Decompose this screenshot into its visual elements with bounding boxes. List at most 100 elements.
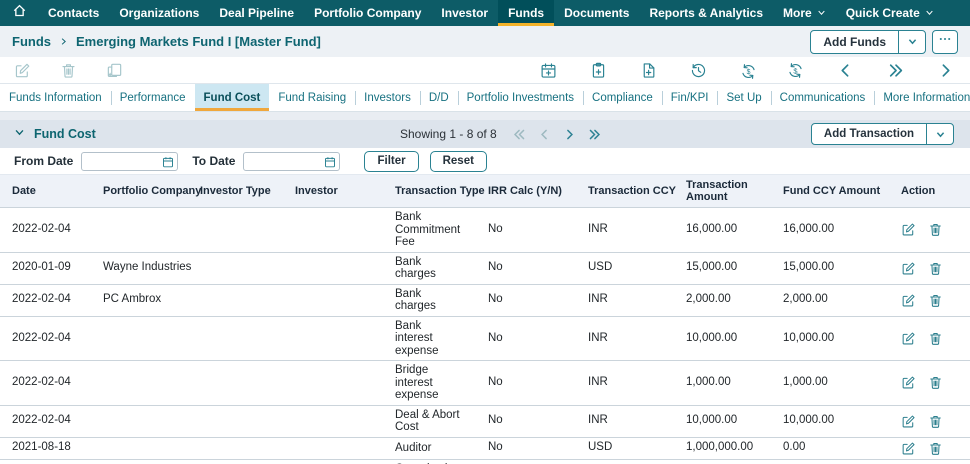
nav-item-organizations[interactable]: Organizations xyxy=(119,6,200,20)
double-chevron-right-icon[interactable] xyxy=(887,62,904,79)
nav-item-deal-pipeline[interactable]: Deal Pipeline xyxy=(219,6,295,20)
delete-row-icon[interactable] xyxy=(928,331,943,346)
cell-investor xyxy=(295,251,395,284)
column-header-action: Action xyxy=(901,174,970,208)
tab-fund-raising[interactable]: Fund Raising xyxy=(278,91,347,104)
fund-cost-section-header: Fund Cost Showing 1 - 8 of 8 Add Transac… xyxy=(0,120,970,148)
to-date-input[interactable] xyxy=(243,151,341,171)
nav-item-documents[interactable]: Documents xyxy=(564,6,630,20)
tab-portfolio-investments[interactable]: Portfolio Investments xyxy=(457,84,583,111)
tab-performance[interactable]: Performance xyxy=(110,84,195,111)
delete-row-icon[interactable] xyxy=(928,441,943,456)
history-icon[interactable] xyxy=(690,62,707,79)
edit-row-icon[interactable] xyxy=(901,261,916,276)
cell-transaction-ccy: USD xyxy=(588,251,686,284)
calendar-add-icon[interactable] xyxy=(540,62,557,79)
column-header-fund-ccy-amount: Fund CCY Amount xyxy=(783,174,901,208)
cell-transaction-amount: 16,000.00 xyxy=(686,207,783,252)
showing-count: Showing 1 - 8 of 8 xyxy=(400,127,497,141)
home-button[interactable] xyxy=(0,0,38,26)
chevron-down-icon[interactable] xyxy=(926,124,953,144)
tab-compliance[interactable]: Compliance xyxy=(583,84,662,111)
filter-button[interactable]: Filter xyxy=(364,150,419,172)
collapse-section-toggle[interactable]: Fund Cost xyxy=(14,125,96,143)
cell-transaction-type: Bank Commitment Fee xyxy=(395,207,488,252)
cell-transaction-type: Bank charges xyxy=(395,283,488,316)
table-header-row: Date Portfolio Company Investor Type Invest… xyxy=(0,174,970,208)
table-row: 2021-08-18 Auditor No USD 1,000,000.00 0… xyxy=(0,436,970,459)
edit-row-icon[interactable] xyxy=(901,414,916,429)
column-header-transaction-amount: Transaction Amount xyxy=(686,174,783,208)
edit-row-icon[interactable] xyxy=(901,331,916,346)
toolbar-right-icons: $ $ xyxy=(540,62,954,79)
sync-icon[interactable]: $ xyxy=(740,63,755,79)
column-header-portfolio-company: Portfolio Company xyxy=(103,174,201,208)
cell-action xyxy=(901,404,970,437)
cell-investor xyxy=(295,283,395,316)
delete-row-icon[interactable] xyxy=(928,222,943,237)
delete-icon[interactable] xyxy=(60,62,77,79)
home-icon xyxy=(12,3,27,23)
duplicate-icon[interactable] xyxy=(106,62,123,79)
file-add-icon[interactable] xyxy=(640,62,657,79)
tab-investors[interactable]: Investors xyxy=(355,84,420,111)
cell-portfolio-company xyxy=(103,436,200,459)
table-row: 2022-02-04 Bank interest expense No INR … xyxy=(0,315,970,361)
cell-fund-ccy-amount: 10,000.00 xyxy=(783,315,901,361)
calendar-icon[interactable] xyxy=(162,155,174,168)
chevron-right-icon[interactable] xyxy=(937,62,954,79)
cell-transaction-type: Organization expenses xyxy=(395,458,488,464)
cell-irr-calc: No xyxy=(488,436,588,459)
next-page-icon[interactable] xyxy=(563,128,576,141)
cell-portfolio-company xyxy=(103,315,200,361)
edit-row-icon[interactable] xyxy=(901,222,916,237)
tab-set-up[interactable]: Set Up xyxy=(717,84,770,111)
tab-fin-kpi[interactable]: Fin/KPI xyxy=(661,84,718,111)
cell-date: 2022-02-04 xyxy=(0,315,103,361)
delete-row-icon[interactable] xyxy=(928,414,943,429)
nav-item-portfolio-company[interactable]: Portfolio Company xyxy=(314,6,422,20)
cell-portfolio-company xyxy=(103,207,200,252)
tab-more-information[interactable]: More Information xyxy=(874,84,970,111)
edit-row-icon[interactable] xyxy=(901,441,916,456)
reset-button[interactable]: Reset xyxy=(429,150,487,172)
cell-investor xyxy=(295,315,395,361)
tab-funds-information[interactable]: Funds Information xyxy=(9,91,102,104)
cell-transaction-amount: 2,000.00 xyxy=(686,283,783,316)
table-row: 2020-11-13 Organization expenses No INR … xyxy=(0,458,970,464)
cell-date: 2020-01-09 xyxy=(0,251,103,284)
breadcrumb-root[interactable]: Funds xyxy=(12,34,51,49)
edit-row-icon[interactable] xyxy=(901,375,916,390)
edit-row-icon[interactable] xyxy=(901,293,916,308)
first-page-icon[interactable] xyxy=(513,128,526,141)
prev-page-icon[interactable] xyxy=(538,128,551,141)
last-page-icon[interactable] xyxy=(588,128,601,141)
chevron-down-icon[interactable] xyxy=(898,30,925,53)
ellipsis-icon xyxy=(938,32,952,51)
nav-item-more[interactable]: More xyxy=(773,0,836,26)
cell-action xyxy=(901,458,970,464)
add-funds-button[interactable]: Add Funds xyxy=(810,29,926,54)
edit-icon[interactable] xyxy=(14,62,31,79)
top-navigation: Contacts Organizations Deal Pipeline Por… xyxy=(0,0,970,26)
delete-row-icon[interactable] xyxy=(928,261,943,276)
nav-item-investor[interactable]: Investor xyxy=(441,6,489,20)
tab-fund-cost[interactable]: Fund Cost xyxy=(194,84,270,111)
more-options-button[interactable] xyxy=(932,29,958,54)
nav-item-quick-create[interactable]: Quick Create xyxy=(836,0,944,26)
currency-sync-icon[interactable]: $ xyxy=(787,62,804,79)
tab-communications[interactable]: Communications xyxy=(770,84,875,111)
cell-action xyxy=(901,436,970,459)
tab-d-d[interactable]: D/D xyxy=(419,84,458,111)
delete-row-icon[interactable] xyxy=(928,293,943,308)
cell-date: 2022-02-04 xyxy=(0,404,103,437)
from-date-input[interactable] xyxy=(81,151,179,171)
calendar-icon[interactable] xyxy=(324,155,336,168)
nav-item-reports-analytics[interactable]: Reports & Analytics xyxy=(649,6,764,20)
nav-item-funds[interactable]: Funds xyxy=(498,0,555,26)
delete-row-icon[interactable] xyxy=(928,375,943,390)
chevron-left-icon[interactable] xyxy=(837,62,854,79)
add-transaction-button[interactable]: Add Transaction xyxy=(810,123,954,145)
nav-item-contacts[interactable]: Contacts xyxy=(48,6,100,20)
clipboard-add-icon[interactable] xyxy=(590,62,607,79)
